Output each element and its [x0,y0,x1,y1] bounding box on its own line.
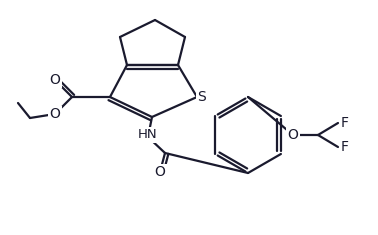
Text: O: O [50,73,60,87]
Text: HN: HN [138,129,158,141]
Text: O: O [288,128,299,142]
Text: O: O [50,107,60,121]
Text: F: F [341,140,349,154]
Text: S: S [198,90,206,104]
Text: F: F [341,116,349,130]
Text: O: O [155,165,166,179]
